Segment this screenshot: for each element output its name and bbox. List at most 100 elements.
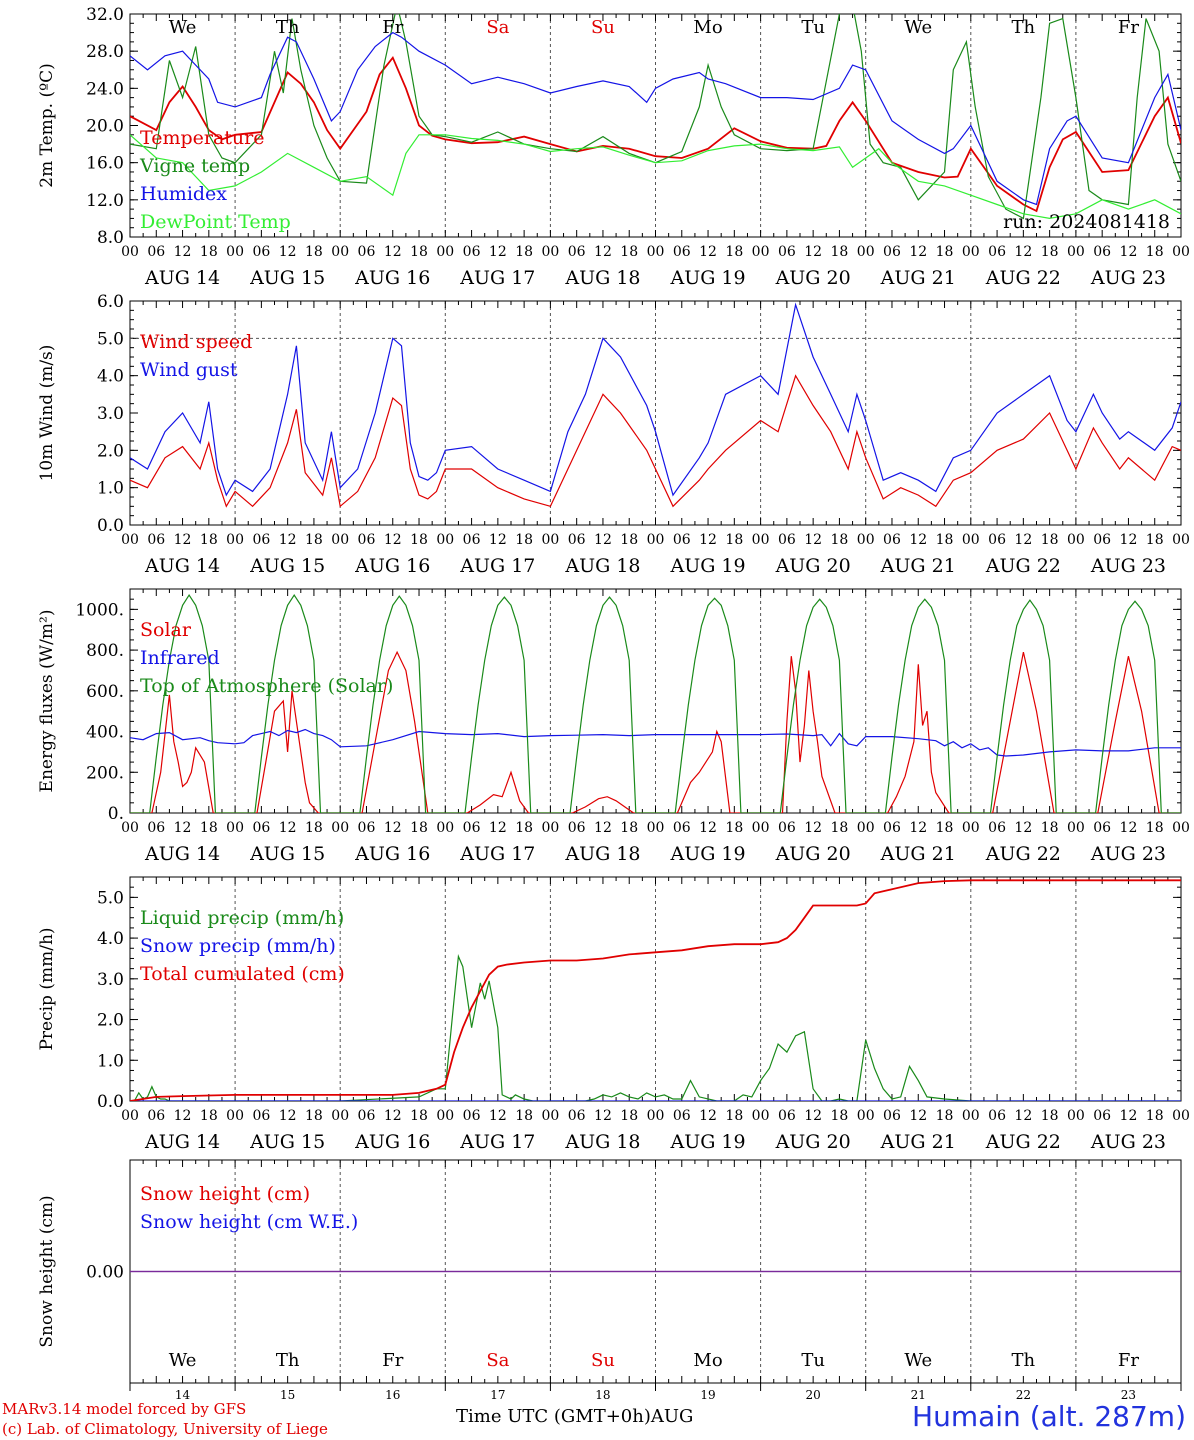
hour-tick-label: 12 xyxy=(909,1108,927,1124)
date-label: AUG 14 xyxy=(144,555,220,577)
hour-tick-label: 12 xyxy=(1120,1108,1138,1124)
date-label: AUG 17 xyxy=(459,843,535,865)
hour-tick-label: 00 xyxy=(226,820,244,836)
date-label: AUG 21 xyxy=(880,555,956,577)
hour-tick-label: 18 xyxy=(410,1108,428,1124)
hour-tick-label: 12 xyxy=(384,1108,402,1124)
hour-tick-label: 00 xyxy=(857,820,875,836)
day-name: Th xyxy=(276,1350,300,1371)
date-label: AUG 21 xyxy=(880,267,956,289)
hour-tick-label: 18 xyxy=(831,820,849,836)
hour-tick-label: 06 xyxy=(463,1108,481,1124)
hour-tick-label: 12 xyxy=(489,1108,507,1124)
hour-tick-label: 00 xyxy=(226,244,244,260)
y-tick-label: 800. xyxy=(86,641,124,661)
series-line-top-of-atmosphere-solar- xyxy=(130,593,1181,813)
hour-tick-label: 00 xyxy=(331,820,349,836)
day-number: 16 xyxy=(385,1388,400,1402)
hour-tick-label: 12 xyxy=(594,1108,612,1124)
hour-tick-label: 00 xyxy=(1067,244,1085,260)
hour-tick-label: 00 xyxy=(226,1108,244,1124)
hour-tick-label: 06 xyxy=(778,1108,796,1124)
series-line-humidex xyxy=(130,31,1181,206)
date-label: AUG 18 xyxy=(564,267,640,289)
date-label: AUG 15 xyxy=(249,267,325,289)
panel-snow: 0.00 Snow height (cm) Snow height (cm) Snow… xyxy=(37,1159,1182,1402)
hour-tick-label: 18 xyxy=(725,244,743,260)
day-name: We xyxy=(169,1350,197,1371)
hour-tick-label: 18 xyxy=(936,532,954,548)
hour-tick-label: 18 xyxy=(831,1108,849,1124)
hour-tick-label: 00 xyxy=(331,532,349,548)
hour-tick-label: 06 xyxy=(1093,244,1111,260)
hour-tick-label: 12 xyxy=(699,1108,717,1124)
hour-tick-label: 00 xyxy=(962,532,980,548)
day-name: Tu xyxy=(801,17,825,38)
date-label: AUG 19 xyxy=(669,555,745,577)
hour-tick-label: 12 xyxy=(804,244,822,260)
y-tick-label: 8.0 xyxy=(97,228,124,248)
hour-tick-label: 06 xyxy=(1093,820,1111,836)
date-label: AUG 22 xyxy=(985,555,1061,577)
day-number: 18 xyxy=(595,1388,610,1402)
panel-energy: 0. 200. 400. 600. 800. 1000. Energy fluxes (W/… xyxy=(37,588,1190,865)
hour-tick-label: 06 xyxy=(358,532,376,548)
legend-entry: Wind gust xyxy=(140,359,238,381)
legend-entry: Liquid precip (mm/h) xyxy=(140,907,344,929)
hour-tick-label: 12 xyxy=(384,820,402,836)
hour-tick-label: 06 xyxy=(147,1108,165,1124)
hour-tick-label: 06 xyxy=(883,1108,901,1124)
day-number: 22 xyxy=(1016,1388,1031,1402)
series-line-wind-gust xyxy=(130,302,1181,497)
day-name: We xyxy=(169,17,197,38)
hour-tick-label: 18 xyxy=(1146,820,1164,836)
legend-entry: Solar xyxy=(140,619,192,641)
y-tick-label: 32.0 xyxy=(86,5,124,25)
hour-tick-label: 18 xyxy=(515,820,533,836)
date-label: AUG 19 xyxy=(669,267,745,289)
hour-tick-label: 06 xyxy=(883,244,901,260)
hour-tick-label: 00 xyxy=(1067,532,1085,548)
day-number: 23 xyxy=(1121,1388,1136,1402)
y-tick-label: 5.0 xyxy=(97,329,124,349)
y-tick-label: 4.0 xyxy=(97,929,124,949)
hour-tick-label: 18 xyxy=(200,820,218,836)
date-label: AUG 20 xyxy=(775,1131,851,1153)
date-label: AUG 20 xyxy=(775,555,851,577)
x-axis-title-text: Time UTC (GMT+0h) xyxy=(456,1406,651,1427)
hour-tick-label: 06 xyxy=(1093,532,1111,548)
hour-tick-label: 06 xyxy=(883,532,901,548)
legend-entry: Vigne temp xyxy=(139,155,250,177)
hour-tick-label: 12 xyxy=(699,820,717,836)
hour-tick-label: 06 xyxy=(988,820,1006,836)
hour-tick-label: 18 xyxy=(515,1108,533,1124)
hour-tick-label: 00 xyxy=(541,820,559,836)
panel-frame xyxy=(129,300,1182,526)
hour-tick-label: 18 xyxy=(725,532,743,548)
hour-tick-label: 06 xyxy=(568,820,586,836)
hour-tick-label: 00 xyxy=(752,244,770,260)
y-axis-label: 10m Wind (m/s) xyxy=(37,345,57,482)
day-name: Th xyxy=(1012,17,1036,38)
date-label: AUG 14 xyxy=(144,1131,220,1153)
y-axis-label: Precip (mm/h) xyxy=(37,927,57,1050)
y-tick-label: 12.0 xyxy=(86,191,124,211)
hour-tick-label: 12 xyxy=(1014,1108,1032,1124)
legend-entry: Infrared xyxy=(140,647,220,669)
hour-tick-label: 00 xyxy=(331,244,349,260)
hour-tick-label: 06 xyxy=(778,820,796,836)
hour-tick-label: 18 xyxy=(1041,532,1059,548)
legend-entry: Snow precip (mm/h) xyxy=(140,935,336,957)
date-label: AUG 19 xyxy=(669,843,745,865)
hour-tick-label: 00 xyxy=(1172,1108,1190,1124)
date-label: AUG 22 xyxy=(985,1131,1061,1153)
series-line-wind-speed xyxy=(130,374,1181,508)
hour-tick-label: 00 xyxy=(436,820,454,836)
hour-tick-label: 06 xyxy=(568,244,586,260)
series-line-vigne-temp xyxy=(130,14,1181,220)
hour-tick-label: 12 xyxy=(699,532,717,548)
hour-tick-label: 00 xyxy=(1172,244,1190,260)
hour-tick-label: 18 xyxy=(305,532,323,548)
day-number: 20 xyxy=(806,1388,821,1402)
y-tick-label: 0.00 xyxy=(86,1263,124,1283)
